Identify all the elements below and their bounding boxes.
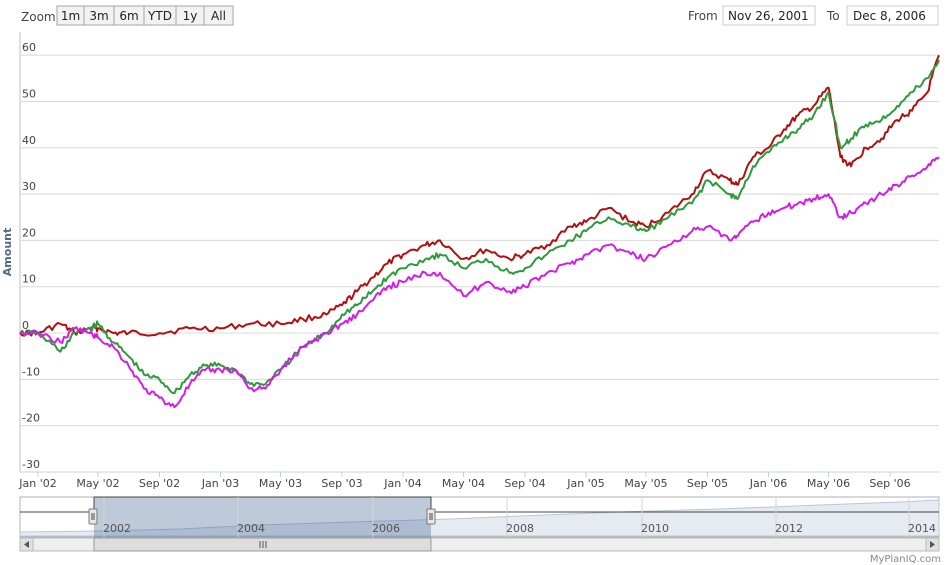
navigator-year-label: 2006 bbox=[372, 522, 400, 535]
from-date-value: Nov 26, 2001 bbox=[728, 9, 809, 23]
y-tick-labels: -30 -20 -10 0 10 20 30 40 50 60 bbox=[22, 41, 40, 471]
x-tick-label: Jan '04 bbox=[383, 477, 421, 490]
zoom-button-label: 6m bbox=[119, 9, 138, 23]
navigator-year-labels: 2002 2004 2006 2008 2010 2012 2014 bbox=[103, 497, 936, 537]
to-label: To bbox=[826, 9, 840, 23]
x-tick-label: Jan '02 bbox=[18, 477, 56, 490]
navigator-selected-range[interactable] bbox=[94, 497, 431, 537]
navigator-year-label: 2002 bbox=[103, 522, 131, 535]
navigator-year-label: 2004 bbox=[237, 522, 265, 535]
navigator-right-handle[interactable] bbox=[426, 508, 436, 525]
x-tick-label: May '06 bbox=[807, 477, 850, 490]
range-selector-toolbar: Zoom 1m 3m 6m YTD 1y All From Nov 26, 2001 To… bbox=[21, 5, 939, 26]
x-tick-label: Sep '03 bbox=[321, 477, 362, 490]
navigator-year-label: 2012 bbox=[775, 522, 803, 535]
y-tick-label: 50 bbox=[22, 87, 36, 100]
zoom-button-ytd[interactable]: YTD bbox=[143, 5, 177, 26]
credit-label: MyPlanIQ.com bbox=[870, 554, 941, 565]
to-date-input[interactable]: Dec 8, 2006 bbox=[846, 5, 939, 26]
x-tick-label: May '03 bbox=[259, 477, 302, 490]
x-tick-label: Sep '05 bbox=[687, 477, 728, 490]
gridlines bbox=[20, 54, 939, 473]
scrollbar-right-arrow[interactable] bbox=[925, 537, 940, 552]
series-line-2 bbox=[19, 59, 940, 395]
y-tick-label: 0 bbox=[22, 319, 29, 332]
plot-area: -30 -20 -10 0 10 20 30 40 50 60 Jan '02 May '02 Sep… bbox=[1, 32, 940, 490]
x-tick-label: Jan '05 bbox=[566, 477, 604, 490]
y-tick-label: 30 bbox=[22, 180, 36, 193]
scrollbar-thumb[interactable] bbox=[93, 537, 432, 552]
zoom-button-all[interactable]: All bbox=[203, 5, 234, 26]
from-label: From bbox=[688, 9, 718, 23]
navigator-year-label: 2010 bbox=[641, 522, 669, 535]
x-tick-labels: Jan '02 May '02 Sep '02 Jan '03 May '03 Sep '… bbox=[18, 471, 939, 490]
zoom-button-6m[interactable]: 6m bbox=[113, 5, 145, 26]
zoom-button-3m[interactable]: 3m bbox=[83, 5, 115, 26]
series-lines bbox=[19, 54, 940, 409]
x-tick-label: Jan '03 bbox=[201, 477, 239, 490]
x-tick-label: May '02 bbox=[76, 477, 119, 490]
navigator-left-handle[interactable] bbox=[88, 508, 98, 525]
from-date-input[interactable]: Nov 26, 2001 bbox=[722, 5, 816, 26]
navigator[interactable]: 2002 2004 2006 2008 2010 2012 2014 bbox=[19, 496, 940, 538]
navigator-outline bbox=[20, 496, 939, 513]
scrollbar-left-arrow[interactable] bbox=[19, 537, 34, 552]
y-tick-label: -30 bbox=[22, 458, 40, 471]
y-tick-label: 40 bbox=[22, 134, 36, 147]
y-axis-title: Amount bbox=[1, 228, 14, 276]
scrollbar[interactable] bbox=[19, 537, 940, 552]
navigator-year-label: 2008 bbox=[506, 522, 534, 535]
navigator-year-label: 2014 bbox=[908, 522, 936, 535]
y-tick-label: -10 bbox=[22, 365, 40, 378]
zoom-button-label: 3m bbox=[89, 9, 108, 23]
zoom-buttons: 1m 3m 6m YTD 1y All bbox=[56, 5, 234, 26]
y-tick-label: 10 bbox=[22, 273, 36, 286]
navigator-series-area bbox=[19, 499, 940, 537]
x-tick-label: Jan '06 bbox=[749, 477, 787, 490]
x-tick-label: Sep '04 bbox=[504, 477, 545, 490]
zoom-button-label: 1y bbox=[183, 9, 198, 23]
to-date-value: Dec 8, 2006 bbox=[853, 9, 926, 23]
x-tick-label: Sep '06 bbox=[869, 477, 910, 490]
x-tick-label: May '05 bbox=[624, 477, 667, 490]
x-tick-label: May '04 bbox=[442, 477, 485, 490]
zoom-button-1m[interactable]: 1m bbox=[56, 5, 85, 26]
series-line-3 bbox=[19, 156, 940, 409]
y-tick-label: -20 bbox=[22, 412, 40, 425]
x-tick-label: Sep '02 bbox=[139, 477, 180, 490]
zoom-button-1y[interactable]: 1y bbox=[175, 5, 205, 26]
zoom-label: Zoom bbox=[21, 10, 56, 24]
series-line-1 bbox=[19, 54, 940, 337]
y-tick-label: 60 bbox=[22, 41, 36, 54]
y-tick-label: 20 bbox=[22, 226, 36, 239]
zoom-button-label: All bbox=[211, 9, 226, 23]
zoom-button-label: 1m bbox=[61, 9, 80, 23]
zoom-button-label: YTD bbox=[147, 9, 172, 23]
